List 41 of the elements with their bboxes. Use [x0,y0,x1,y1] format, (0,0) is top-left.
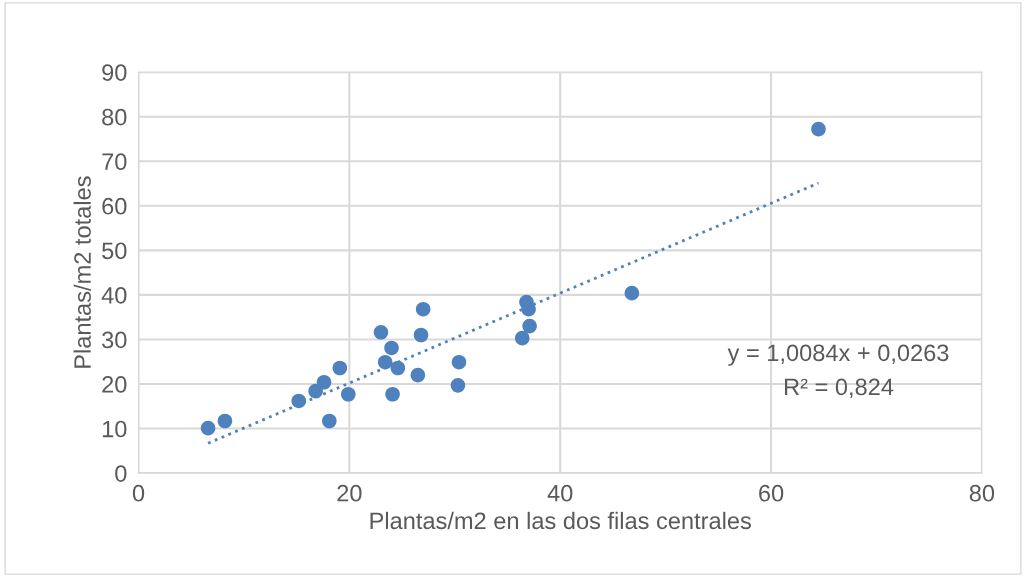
y-tick-label: 0 [115,465,127,482]
point [451,354,467,370]
x-axis-title: Plantas/m2 en las dos filas centrales [370,511,751,530]
y-tick-label: 30 [102,331,127,349]
point [316,374,332,390]
y-tick-label: 90 [102,64,127,81]
point [624,285,640,301]
annotation: R² = 0,824 [784,378,894,399]
point [413,327,429,343]
y-tick-label: 80 [102,108,127,126]
point [384,340,399,356]
x-tick-label: 80 [969,484,995,502]
point [450,378,466,393]
y-tick-label: 50 [102,242,127,260]
y-axis-title: Plantas/m2 totales [73,176,91,368]
point [410,367,426,383]
x-tick-label: 40 [547,484,573,502]
x-tick-label: 0 [132,484,145,502]
y-tick-label: 40 [101,286,127,304]
point [373,325,389,340]
y-tick-label: 20 [102,376,127,393]
point [811,121,826,137]
y-tick-label: 60 [102,197,127,215]
point [217,413,233,429]
point [415,301,431,317]
x-tick-label: 60 [759,484,784,502]
point [322,413,337,429]
y-tick-label: 10 [102,420,127,438]
point [341,386,356,402]
annotation: y = 1,0084x + 0,0263 [727,344,949,366]
y-tick-label: 70 [102,153,127,171]
point [332,360,348,376]
point [200,420,216,436]
point [514,330,530,346]
x-tick-label: 20 [337,484,362,502]
point [291,393,307,409]
point [308,383,323,399]
point [522,318,537,334]
point [377,354,393,370]
point [385,386,400,402]
point [390,360,406,376]
